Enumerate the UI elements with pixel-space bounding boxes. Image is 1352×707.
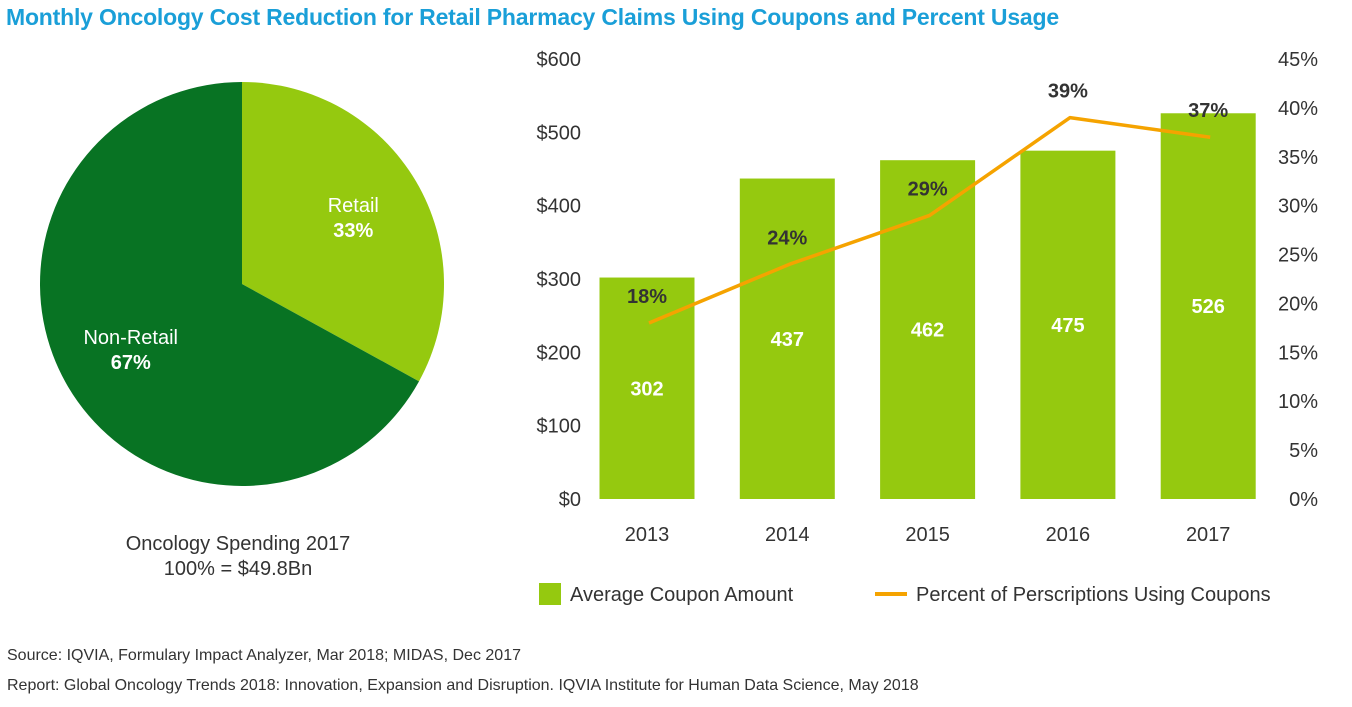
report-note: Report: Global Oncology Trends 2018: Inn… [7, 677, 919, 694]
x-tick-label: 2013 [625, 524, 670, 546]
y-right-tick: 15% [1278, 342, 1318, 364]
y-left-tick: $300 [537, 269, 582, 291]
combo-chart: $0 $100 $200 $300 $400 $500 $600 0% 5% 10% 15% 20% 2… [537, 49, 1319, 546]
line-point-label: 18% [627, 286, 667, 308]
pie-slice-non-retail [39, 82, 420, 486]
legend-swatch-bar [539, 583, 561, 605]
bar-2013 [599, 277, 695, 499]
y-left-tick: $500 [537, 122, 582, 144]
y-right-tick: 10% [1278, 391, 1318, 413]
bar-2014 [739, 178, 835, 500]
line-point-label: 24% [767, 227, 807, 249]
bar-2016 [1020, 150, 1116, 499]
bar-value-label: 462 [911, 320, 944, 342]
y-left-tick: $600 [537, 49, 582, 71]
line-point-label: 37% [1188, 100, 1228, 122]
chart-title: Monthly Oncology Cost Reduction for Reta… [6, 4, 1059, 30]
pie-value-non-retail: 67% [111, 352, 151, 374]
y-right-tick: 45% [1278, 49, 1318, 71]
y-right-tick: 35% [1278, 147, 1318, 169]
x-tick-label: 2015 [905, 524, 950, 546]
y-right-tick: 30% [1278, 196, 1318, 218]
legend-label-bar: Average Coupon Amount [570, 584, 794, 606]
y-right-tick: 20% [1278, 293, 1318, 315]
pie-chart: Retail 33% Non-Retail 67% [39, 82, 444, 486]
y-right-tick: 0% [1289, 489, 1318, 511]
source-note: Source: IQVIA, Formulary Impact Analyzer… [7, 647, 521, 664]
line-series-percent [648, 115, 1211, 325]
y-left-tick: $400 [537, 196, 582, 218]
y-left-tick: $0 [559, 489, 581, 511]
bar-value-label: 302 [630, 378, 663, 400]
y-left-tick: $200 [537, 342, 582, 364]
bar-2017 [1160, 113, 1256, 500]
x-tick-label: 2016 [1046, 524, 1091, 546]
pie-slice-retail [242, 82, 444, 382]
pie-label-retail: Retail [328, 195, 379, 217]
y-right-tick: 25% [1278, 245, 1318, 267]
y-left-tick: $100 [537, 416, 582, 438]
pie-label-non-retail: Non-Retail [83, 327, 177, 349]
x-tick-label: 2017 [1186, 524, 1231, 546]
bar-value-label: 475 [1051, 315, 1084, 337]
pie-value-retail: 33% [333, 220, 373, 242]
bar-value-label: 526 [1192, 296, 1225, 318]
legend: Average Coupon Amount Percent of Perscrip… [539, 583, 1271, 606]
pie-caption-title: Oncology Spending 2017 [125, 533, 351, 555]
bar-value-label: 437 [771, 329, 804, 351]
pie-caption-total: 100% = $49.8Bn [163, 558, 313, 580]
y-right-tick: 40% [1278, 98, 1318, 120]
legend-label-line: Percent of Perscriptions Using Coupons [916, 584, 1271, 606]
line-point-label: 39% [1048, 81, 1088, 103]
y-right-tick: 5% [1289, 440, 1318, 462]
line-point-label: 29% [908, 178, 948, 200]
x-tick-label: 2014 [765, 524, 810, 546]
